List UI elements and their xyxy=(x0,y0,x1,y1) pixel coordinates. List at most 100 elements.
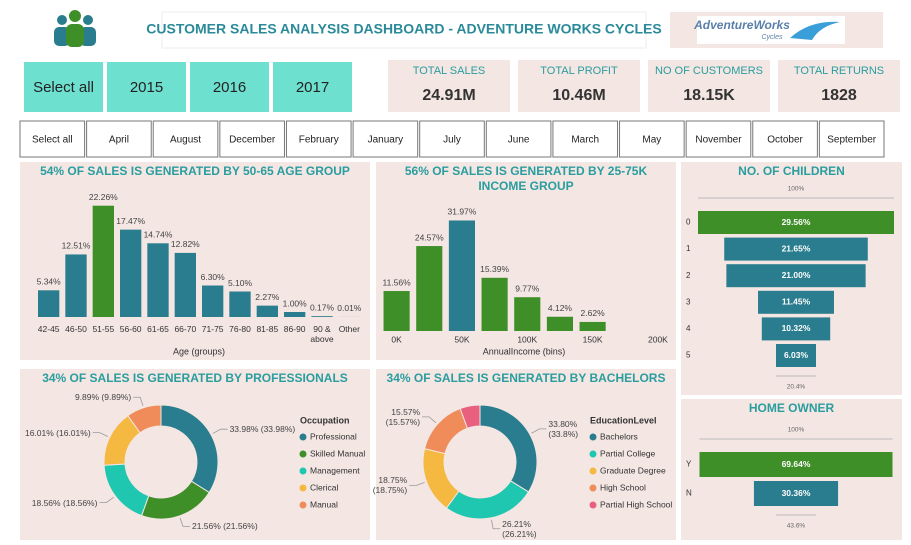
month-button[interactable] xyxy=(419,120,485,158)
category-label: 4 xyxy=(686,324,691,333)
kpi-card xyxy=(388,60,510,112)
x-tick-label-box: 90 & above xyxy=(310,324,333,344)
month-button-label[interactable]: December xyxy=(229,135,276,146)
data-label-box: 33.98% (33.98%) xyxy=(230,424,296,434)
month-button[interactable] xyxy=(219,120,285,158)
year-button[interactable] xyxy=(273,62,352,112)
data-label: 17.47% xyxy=(116,216,145,226)
legend-swatch xyxy=(299,433,307,441)
month-button-label[interactable]: June xyxy=(508,135,530,146)
kpi-card xyxy=(648,60,770,112)
data-label: 1.00% xyxy=(283,298,308,308)
logo-text: AdventureWorks xyxy=(693,18,790,32)
bar xyxy=(481,277,508,331)
legend-swatch xyxy=(589,433,597,441)
month-button-label[interactable]: September xyxy=(827,135,877,146)
data-label: 15.57% (15.57%) xyxy=(385,406,421,427)
chart-panel xyxy=(20,369,370,540)
x-tick-label-box: 51-55 xyxy=(92,324,114,334)
month-button[interactable] xyxy=(152,120,219,158)
funnel-bottom-label: 43.6% xyxy=(787,523,806,530)
x-tick-label-box: 76-80 xyxy=(229,324,251,334)
month-button-label[interactable]: August xyxy=(170,135,201,146)
x-tick-label: 61-65 xyxy=(147,324,169,334)
bar xyxy=(256,305,278,317)
month-button[interactable] xyxy=(86,120,152,158)
data-label: 0.17% xyxy=(310,302,335,312)
x-tick-label-box: 46-50 xyxy=(65,324,87,334)
month-button[interactable] xyxy=(352,120,419,158)
x-tick-label: 42-45 xyxy=(37,324,60,334)
month-button-label[interactable]: April xyxy=(109,135,129,146)
month-button[interactable] xyxy=(685,120,752,158)
year-button-label[interactable]: Select all xyxy=(33,79,94,96)
year-button-label[interactable]: 2016 xyxy=(213,79,246,96)
legend-label: Management xyxy=(310,465,360,475)
month-button-label[interactable]: October xyxy=(767,135,803,146)
bar xyxy=(383,291,410,331)
x-tick-label: 76-80 xyxy=(229,324,251,334)
legend-swatch xyxy=(589,501,597,509)
year-button[interactable] xyxy=(24,62,103,112)
chart-title: 34% OF SALES IS GENERATED BY PROFESSIONA… xyxy=(42,371,348,385)
category-label: 0 xyxy=(686,218,691,227)
month-button-label[interactable]: February xyxy=(299,135,339,146)
x-tick-label-box: 86-90 xyxy=(283,324,306,334)
data-label: 2.27% xyxy=(255,292,280,302)
leader-line xyxy=(409,482,425,486)
month-button[interactable] xyxy=(752,120,818,158)
x-tick-label-box: 71-75 xyxy=(201,324,224,334)
month-button[interactable] xyxy=(552,120,619,158)
legend-swatch xyxy=(589,450,597,458)
category-label: 1 xyxy=(686,244,691,253)
chart-title: 34% OF SALES IS GENERATED BY BACHELORS xyxy=(386,371,666,385)
x-tick-label: 56-60 xyxy=(119,324,142,334)
month-button-label[interactable]: November xyxy=(695,135,742,146)
leader-line xyxy=(133,396,144,406)
year-button-label[interactable]: 2015 xyxy=(130,79,163,96)
funnel-top-label: 100% xyxy=(788,186,805,193)
month-button[interactable] xyxy=(285,120,352,158)
x-tick-label: 71-75 xyxy=(201,324,224,334)
x-tick-label-box: 42-45 xyxy=(37,324,60,334)
legend-label: Bachelors xyxy=(600,431,638,441)
year-button[interactable] xyxy=(107,62,186,112)
month-button[interactable] xyxy=(619,120,685,158)
month-button[interactable] xyxy=(485,120,552,158)
x-axis-label: Age (groups) xyxy=(173,346,225,356)
month-button[interactable] xyxy=(818,120,885,158)
funnel-bar xyxy=(726,264,866,288)
x-tick-label: Other xyxy=(338,324,360,334)
chart-title: 54% OF SALES IS GENERATED BY 50-65 AGE G… xyxy=(40,164,350,178)
x-tick-label-box: 56-60 xyxy=(119,324,142,334)
funnel-bar xyxy=(761,317,831,341)
month-button-label[interactable]: July xyxy=(443,135,461,146)
data-label: 30.36% xyxy=(782,488,811,498)
kpi-card xyxy=(778,60,900,112)
data-label: 16.01% (16.01%) xyxy=(24,427,91,438)
donut-slice xyxy=(127,404,162,434)
x-tick-label: 86-90 xyxy=(283,324,306,334)
legend-label: Partial High School xyxy=(600,499,672,509)
kpi-label: NO OF CUSTOMERS xyxy=(655,65,763,77)
x-tick-label: 66-70 xyxy=(174,324,197,334)
bar xyxy=(579,321,606,331)
month-button[interactable] xyxy=(19,120,86,158)
year-button[interactable] xyxy=(190,62,269,112)
data-label-box: 33.80% (33.8%) xyxy=(548,419,578,439)
funnel-bar xyxy=(724,237,868,261)
legend-swatch xyxy=(299,450,307,458)
month-button-label[interactable]: May xyxy=(642,135,661,146)
data-label: 26.21% (26.21%) xyxy=(502,518,537,539)
legend-label: Clerical xyxy=(310,482,338,492)
month-button-label[interactable]: Select all xyxy=(32,135,73,146)
bar xyxy=(546,316,573,331)
x-tick-label: 100K xyxy=(517,334,537,344)
data-label: 29.56% xyxy=(782,217,811,227)
month-button-label[interactable]: January xyxy=(368,135,404,146)
data-label: 21.65% xyxy=(782,243,811,253)
data-label: 9.89% (9.89%) xyxy=(74,392,132,403)
title-box xyxy=(161,11,647,49)
year-button-label[interactable]: 2017 xyxy=(296,79,329,96)
month-button-label[interactable]: March xyxy=(571,135,599,146)
